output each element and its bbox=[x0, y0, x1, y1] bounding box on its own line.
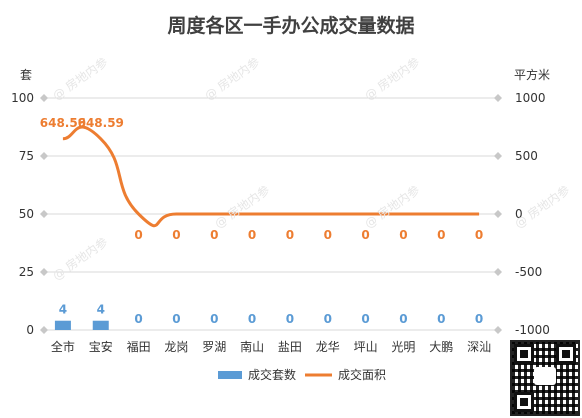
right-axis-marker bbox=[494, 268, 502, 276]
line-series bbox=[62, 125, 480, 228]
x-axis-tick-label: 盐田 bbox=[278, 340, 302, 354]
x-axis-tick-label: 福田 bbox=[127, 339, 151, 354]
x-axis-tick-label: 全市 bbox=[51, 339, 75, 354]
line-data-label: 0 bbox=[172, 228, 180, 242]
x-axis-tick-label: 南山 bbox=[240, 339, 264, 354]
left-axis-unit: 套 bbox=[20, 68, 32, 82]
chart-title: 周度各区一手办公成交量数据 bbox=[167, 14, 414, 37]
left-axis-tick-label: 50 bbox=[19, 207, 34, 221]
line-data-label: 648.59 bbox=[40, 116, 86, 130]
right-axis-marker bbox=[494, 210, 502, 218]
right-axis-tick-label: 1000 bbox=[515, 91, 546, 105]
left-axis-marker bbox=[40, 210, 48, 218]
x-axis-tick-label: 深汕 bbox=[467, 340, 491, 354]
axis-labels: 0 25 50 75 100 -1000 -500 0 500 1000 全市 宝安 福田 龙岗 罗湖 南山盐… bbox=[11, 91, 550, 354]
bar-data-label: 4 bbox=[59, 303, 67, 317]
line-data-label: 0 bbox=[210, 228, 218, 242]
line-data-label: 0 bbox=[324, 228, 332, 242]
bar-data-label: 4 bbox=[97, 303, 105, 317]
right-axis-marker bbox=[494, 152, 502, 160]
line-path bbox=[62, 125, 480, 228]
right-axis-tick-label: -500 bbox=[515, 265, 542, 279]
line-data-label: 0 bbox=[361, 228, 369, 242]
right-axis-tick-label: 0 bbox=[515, 207, 523, 221]
gridlines bbox=[40, 94, 502, 334]
right-axis-marker bbox=[494, 94, 502, 102]
left-axis-tick-label: 0 bbox=[26, 323, 34, 337]
right-axis-tick-label: -1000 bbox=[515, 323, 550, 337]
legend: 成交套数 成交面积 bbox=[218, 367, 386, 382]
bar-data-label: 0 bbox=[248, 312, 256, 326]
bar-data-label: 0 bbox=[172, 312, 180, 326]
x-axis-tick-label: 坪山 bbox=[354, 340, 378, 354]
bar-series bbox=[54, 320, 109, 330]
x-axis-tick-label: 光明 bbox=[391, 340, 415, 354]
line-data-label: 0 bbox=[475, 228, 483, 242]
x-axis-tick-label: 大鹏 bbox=[429, 340, 453, 354]
bar-data-label: 0 bbox=[475, 312, 483, 326]
line-data-label: 0 bbox=[437, 228, 445, 242]
bar-data-label: 0 bbox=[134, 312, 142, 326]
left-axis-marker bbox=[40, 94, 48, 102]
left-axis-marker bbox=[40, 152, 48, 160]
x-axis-tick-label: 宝安 bbox=[89, 339, 113, 354]
line-data-label: 0 bbox=[134, 228, 142, 242]
legend-label-line: 成交面积 bbox=[338, 367, 386, 382]
bar-data-label: 0 bbox=[286, 312, 294, 326]
line-data-label: 0 bbox=[286, 228, 294, 242]
left-axis-marker bbox=[40, 326, 48, 334]
bar bbox=[92, 320, 109, 330]
left-axis-tick-label: 25 bbox=[19, 265, 34, 279]
legend-swatch-bar bbox=[218, 371, 242, 379]
line-data-label: 648.59 bbox=[78, 116, 124, 130]
left-axis-tick-label: 100 bbox=[11, 91, 34, 105]
x-axis-tick-label: 龙岗 bbox=[164, 340, 188, 354]
left-axis-marker bbox=[40, 268, 48, 276]
bar-data-label: 0 bbox=[210, 312, 218, 326]
x-axis-tick-label: 龙华 bbox=[316, 340, 340, 354]
qr-code bbox=[510, 340, 580, 416]
right-axis-marker bbox=[494, 326, 502, 334]
left-axis-tick-label: 75 bbox=[19, 149, 34, 163]
bar-data-label: 0 bbox=[399, 312, 407, 326]
line-data-label: 0 bbox=[248, 228, 256, 242]
bar-data-label: 0 bbox=[324, 312, 332, 326]
bar-data-label: 0 bbox=[361, 312, 369, 326]
line-data-label: 0 bbox=[399, 228, 407, 242]
right-axis-unit: 平方米 bbox=[514, 67, 550, 82]
right-axis-tick-label: 500 bbox=[515, 149, 538, 163]
legend-label-bar: 成交套数 bbox=[248, 367, 296, 382]
bar-data-label: 0 bbox=[437, 312, 445, 326]
x-axis-tick-label: 罗湖 bbox=[202, 339, 226, 354]
bar bbox=[54, 320, 71, 330]
